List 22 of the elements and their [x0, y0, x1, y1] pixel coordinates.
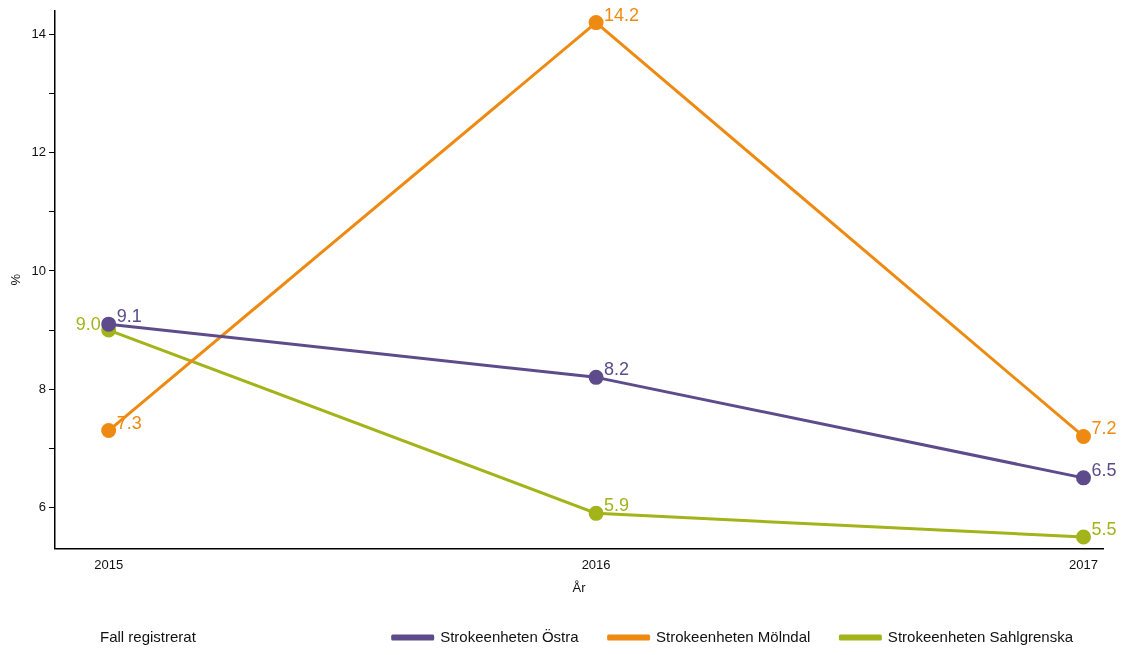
data-label: 14.2 — [604, 4, 640, 25]
x-axis-title: År — [572, 579, 587, 595]
data-label: 5.5 — [1091, 518, 1117, 539]
legend-title: Fall registrerat — [100, 628, 196, 645]
data-label: 7.2 — [1091, 418, 1117, 439]
data-label: 5.9 — [604, 495, 630, 516]
y-tick-label: 8 — [38, 380, 47, 396]
y-tick-label: 10 — [31, 262, 47, 278]
legend-label: Strokeenheten Östra — [440, 627, 580, 645]
data-label: 9.0 — [75, 314, 101, 335]
data-label: 6.5 — [1091, 459, 1117, 480]
data-label: 8.2 — [604, 359, 630, 380]
legend-label: Strokeenheten Mölndal — [656, 627, 811, 645]
y-tick-label: 14 — [31, 26, 47, 42]
x-tick-label: 2015 — [94, 557, 124, 573]
y-tick-label: 6 — [38, 498, 47, 514]
y-axis-title: % — [8, 273, 24, 286]
x-tick-label: 2017 — [1069, 557, 1098, 573]
legend-label: Strokeenheten Sahlgrenska — [887, 627, 1074, 645]
data-label: 9.1 — [116, 306, 142, 327]
x-tick-label: 2016 — [581, 557, 611, 573]
y-tick-label: 12 — [31, 144, 47, 160]
